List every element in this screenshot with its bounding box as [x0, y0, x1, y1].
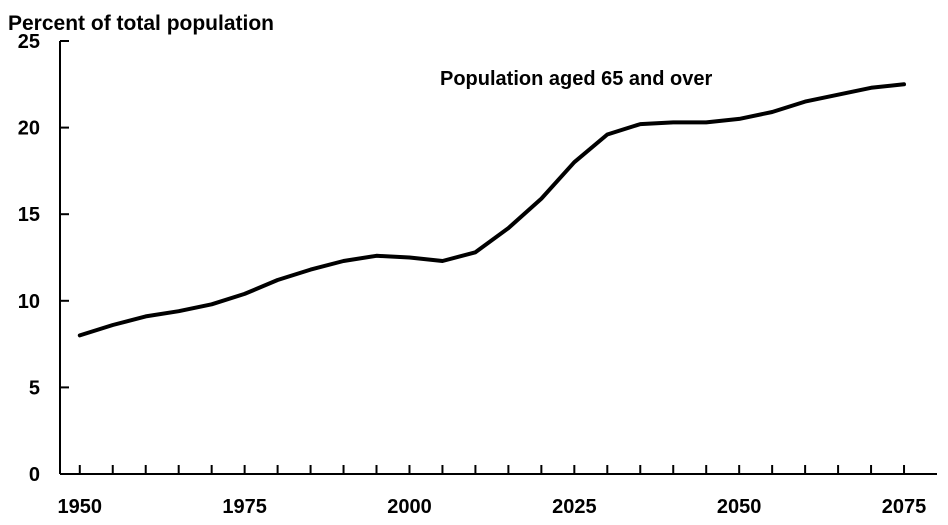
series-line	[80, 84, 904, 335]
y-tick-label: 5	[29, 377, 40, 399]
y-tick-label: 15	[18, 204, 40, 226]
x-tick-label: 2050	[717, 496, 762, 518]
y-tick-label: 20	[18, 118, 40, 140]
x-tick-label: 2025	[552, 496, 597, 518]
y-tick-label: 25	[18, 31, 40, 53]
x-tick-label: 1975	[222, 496, 267, 518]
x-tick-label: 2075	[882, 496, 927, 518]
x-tick-label: 2000	[387, 496, 432, 518]
y-tick-label: 0	[29, 464, 40, 486]
series-layer	[80, 84, 904, 335]
axes	[60, 41, 937, 474]
series-annotation: Population aged 65 and over	[440, 68, 712, 90]
y-tick-label: 10	[18, 291, 40, 313]
x-tick-label: 1950	[58, 496, 103, 518]
ticks	[60, 41, 904, 474]
y-axis-title: Percent of total population	[8, 12, 274, 35]
